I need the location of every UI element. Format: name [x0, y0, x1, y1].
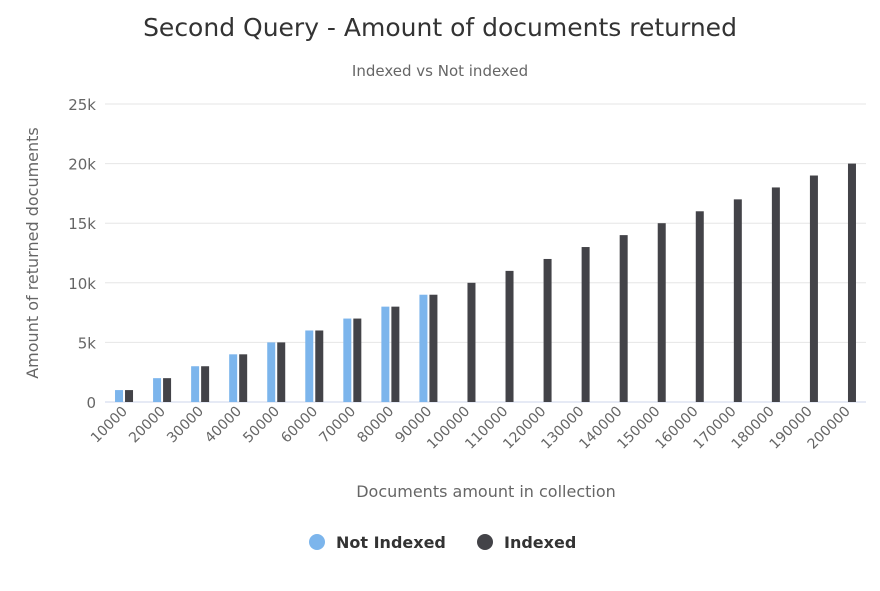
y-tick-label: 5k [78, 334, 97, 352]
x-tick-label: 30000 [164, 404, 207, 447]
chart-subtitle: Indexed vs Not indexed [352, 62, 528, 80]
bar-indexed [847, 163, 856, 402]
bar-indexed [277, 342, 286, 402]
y-axis-ticks: 0 5k 10k 15k 20k 25k [68, 96, 96, 412]
legend: Not Indexed Indexed [309, 533, 576, 552]
bar-not-indexed [381, 306, 390, 402]
bar-indexed [391, 306, 400, 402]
legend-marker [309, 534, 325, 550]
bars [115, 163, 856, 402]
bar-indexed [429, 294, 438, 402]
x-tick-label: 20000 [126, 404, 169, 447]
bar-indexed [353, 318, 362, 402]
bar-not-indexed [419, 294, 428, 402]
bar-indexed [581, 247, 590, 402]
x-tick-label: 50000 [240, 404, 283, 447]
y-axis-title: Amount of returned documents [23, 127, 42, 379]
bar-indexed [315, 330, 324, 402]
x-tick-label: 40000 [202, 404, 245, 447]
y-tick-label: 20k [68, 156, 96, 174]
bar-indexed [125, 390, 134, 402]
x-tick-label: 80000 [354, 404, 397, 447]
bar-indexed [239, 354, 248, 402]
bar-indexed [733, 199, 742, 402]
bar-indexed [543, 258, 552, 402]
bar-indexed [657, 223, 666, 402]
x-tick-label: 200000 [805, 404, 854, 453]
bar-not-indexed [115, 390, 124, 402]
y-tick-label: 10k [68, 275, 96, 293]
y-tick-label: 0 [86, 394, 96, 412]
bar-not-indexed [191, 366, 200, 402]
bar-not-indexed [305, 330, 314, 402]
y-tick-label: 15k [68, 215, 96, 233]
bar-not-indexed [229, 354, 238, 402]
x-axis-title: Documents amount in collection [356, 482, 616, 501]
legend-label: Indexed [504, 533, 576, 552]
bar-indexed [695, 211, 704, 402]
bar-indexed [201, 366, 210, 402]
bar-not-indexed [267, 342, 276, 402]
x-tick-label: 60000 [278, 404, 321, 447]
gridlines [105, 103, 866, 403]
chart-title: Second Query - Amount of documents retur… [143, 13, 737, 42]
bar-indexed [619, 235, 628, 402]
bar-indexed [809, 175, 818, 402]
bar-indexed [467, 282, 476, 402]
bar-not-indexed [343, 318, 352, 402]
legend-label: Not Indexed [336, 533, 446, 552]
legend-marker [477, 534, 493, 550]
bar-indexed [163, 378, 172, 402]
y-tick-label: 25k [68, 96, 96, 114]
bar-indexed [505, 270, 514, 402]
bar-not-indexed [153, 378, 162, 402]
x-tick-label: 70000 [316, 404, 359, 447]
x-axis-ticks: 1000020000300004000050000600007000080000… [88, 404, 854, 453]
bar-indexed [771, 187, 780, 402]
